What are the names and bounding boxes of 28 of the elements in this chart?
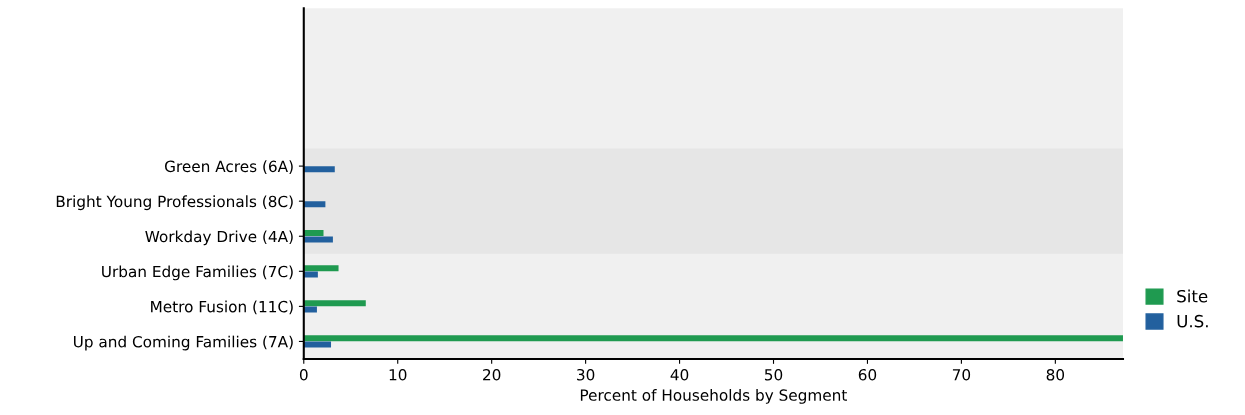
y-tick-label: Green Acres (6A) bbox=[164, 160, 293, 174]
bar bbox=[303, 236, 333, 243]
y-tick-label: Metro Fusion (11C) bbox=[151, 300, 293, 315]
legend-label: Site bbox=[1177, 289, 1208, 303]
bar bbox=[303, 341, 332, 348]
y-tick-label: Up and Coming Families (7A) bbox=[73, 335, 293, 351]
bar bbox=[303, 166, 335, 173]
bar bbox=[303, 300, 366, 307]
x-tick-label: 40 bbox=[670, 368, 689, 381]
x-tick-label: 30 bbox=[577, 368, 595, 381]
bar bbox=[303, 265, 339, 272]
x-tick-label: 0 bbox=[299, 368, 308, 381]
x-tick-label: 80 bbox=[1046, 368, 1065, 381]
bar bbox=[303, 271, 318, 278]
bar bbox=[303, 306, 317, 313]
y-tick-label: Workday Drive (4A) bbox=[145, 230, 293, 246]
x-tick-label: 60 bbox=[858, 368, 877, 381]
bar bbox=[303, 230, 324, 237]
x-tick-label: 50 bbox=[764, 368, 783, 381]
bar bbox=[303, 335, 1123, 342]
x-axis-title: Percent of Households by Segment bbox=[580, 389, 847, 404]
x-tick-label: 10 bbox=[389, 368, 407, 381]
y-tick-label: Urban Edge Families (7C) bbox=[102, 265, 293, 281]
y-tick-label: Bright Young Professionals (8C) bbox=[56, 195, 293, 211]
legend-label: U.S. bbox=[1177, 314, 1208, 328]
x-tick-label: 70 bbox=[952, 368, 971, 381]
bar bbox=[303, 201, 326, 208]
x-tick-label: 20 bbox=[483, 368, 501, 381]
